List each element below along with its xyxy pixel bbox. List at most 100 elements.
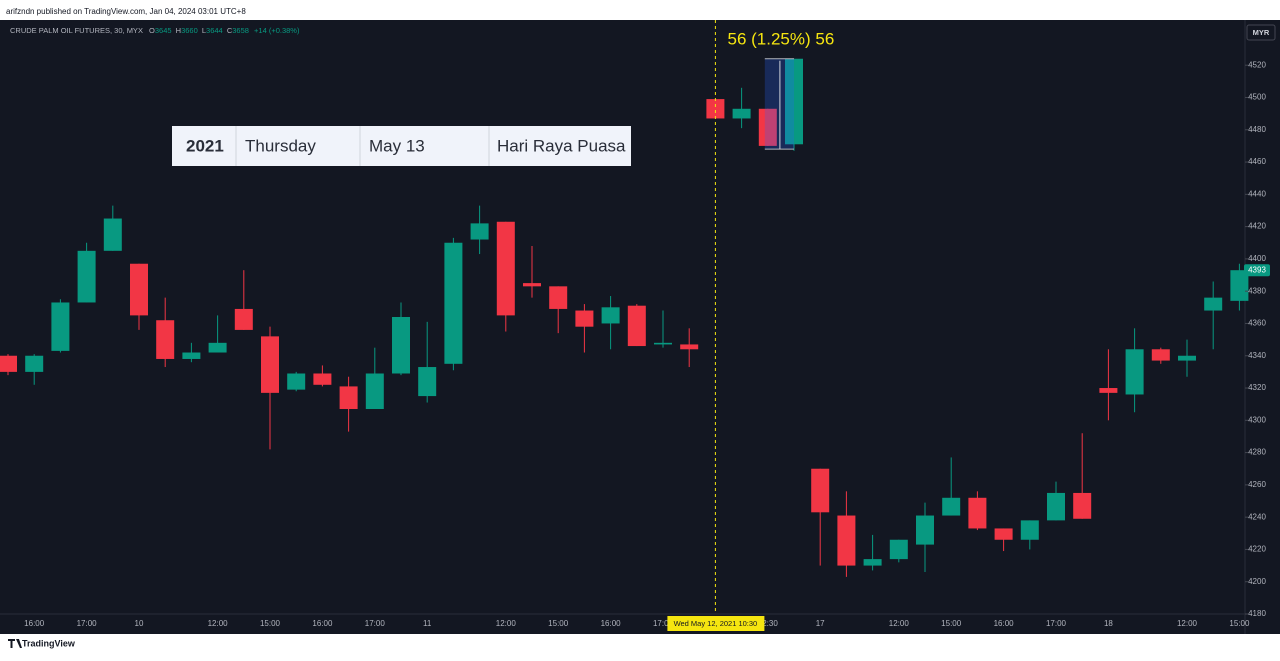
- y-tick-label: 4480: [1248, 125, 1266, 134]
- candle-body: [863, 559, 882, 566]
- last-price-box: [1244, 264, 1270, 277]
- x-tick-label: 15:00: [260, 619, 281, 628]
- table-bg: [172, 126, 631, 166]
- candle-body: [339, 386, 358, 410]
- candle-body: [1230, 270, 1249, 301]
- candle-body: [130, 263, 148, 316]
- y-tick-label: 4340: [1248, 351, 1266, 360]
- ohlc-key: L: [202, 26, 206, 35]
- cell: May 13: [369, 136, 425, 155]
- y-tick-label: 4380: [1248, 286, 1266, 295]
- x-tick-label: 12:00: [889, 619, 910, 628]
- candle-body: [1204, 297, 1223, 311]
- candle-body: [470, 223, 489, 240]
- candle-body: [51, 302, 70, 351]
- candle-body: [418, 367, 437, 397]
- candle-body: [287, 373, 306, 390]
- currency-button[interactable]: [1246, 24, 1276, 41]
- candle-body: [785, 58, 803, 145]
- candle-body: [0, 355, 17, 372]
- candle-body: [444, 242, 463, 364]
- x-tick-label: 16:00: [601, 619, 622, 628]
- x-tick-label: 10: [135, 619, 144, 628]
- x-tick-label: 17:00: [365, 619, 386, 628]
- candle-body: [208, 342, 227, 353]
- x-tick-label: 16:00: [312, 619, 333, 628]
- candle-body: [575, 310, 594, 327]
- y-tick-label: 4360: [1248, 319, 1266, 328]
- x-tick-label: 11: [423, 619, 432, 628]
- ohlc-key: O: [149, 26, 155, 35]
- price-axis-edge: [1246, 614, 1280, 634]
- candle-body: [156, 320, 175, 359]
- crosshair-label: Wed May 12, 2021 10:30: [674, 619, 758, 628]
- candle-body: [627, 305, 646, 347]
- cell: Hari Raya Puasa: [497, 136, 626, 155]
- symbol: CRUDE PALM OIL FUTURES, 30, MYX: [10, 26, 143, 35]
- x-tick-label: 18: [1104, 619, 1113, 628]
- candle-body: [496, 221, 515, 316]
- candle-body: [680, 344, 699, 350]
- y-tick-label: 4200: [1248, 577, 1266, 586]
- y-tick-label: 4220: [1248, 545, 1266, 554]
- y-tick-label: 4440: [1248, 189, 1266, 198]
- measure-label: 56 (1.25%) 56: [728, 29, 835, 48]
- y-tick-label: 4260: [1248, 480, 1266, 489]
- cell: Thursday: [245, 136, 316, 155]
- x-tick-label: 15:00: [1229, 619, 1250, 628]
- y-tick-label: 4240: [1248, 512, 1266, 521]
- candle-body: [1125, 349, 1144, 395]
- legend: CRUDE PALM OIL FUTURES, 30, MYX O3645 H3…: [10, 26, 300, 35]
- crosshair-label-box: [667, 616, 765, 631]
- candle-body: [837, 515, 856, 566]
- candle-body: [889, 539, 908, 560]
- x-tick-label: 17:00: [1046, 619, 1067, 628]
- candle-body: [182, 352, 201, 359]
- candle-body: [706, 99, 725, 119]
- candle-body: [732, 108, 751, 119]
- candle-body: [1151, 349, 1170, 361]
- y-tick-label: 4300: [1248, 415, 1266, 424]
- candle-body: [103, 218, 122, 251]
- candle-body: [968, 497, 987, 529]
- x-tick-label: 17: [816, 619, 825, 628]
- y-tick-label: 4400: [1248, 254, 1266, 263]
- x-tick-label: 16:00: [24, 619, 45, 628]
- x-tick-label: 12:00: [208, 619, 229, 628]
- currency[interactable]: MYR: [1253, 28, 1270, 37]
- axes: 4180 4200 4220 4240 4260 4280 4300 4320 4340 4360…: [24, 60, 1280, 634]
- candle-body: [523, 283, 541, 287]
- x-tick-label: 17:00: [77, 619, 98, 628]
- logo-icon: [8, 639, 22, 648]
- candle-body: [549, 286, 568, 309]
- x-tick-label: 12:30: [758, 619, 779, 628]
- logo: TradingView: [22, 638, 76, 648]
- candle-body: [392, 317, 410, 374]
- candle-body: [1099, 388, 1118, 393]
- candle-body: [916, 515, 934, 545]
- ohlc-key: C: [227, 26, 233, 35]
- x-tick-label: 17:00: [653, 619, 674, 628]
- y-tick-label: 4520: [1248, 60, 1266, 69]
- candle-body: [601, 307, 620, 324]
- y-tick-label: 4500: [1248, 93, 1266, 102]
- candle-body: [1047, 492, 1065, 521]
- ohlc-value: 3658: [232, 26, 249, 35]
- candle-body: [994, 528, 1013, 540]
- x-tick-label: 12:00: [496, 619, 517, 628]
- ohlc-key: H: [176, 26, 181, 35]
- ohlc-value: 3660: [181, 26, 198, 35]
- candle-body: [758, 108, 777, 146]
- candle-body: [942, 497, 961, 516]
- ohlc-value: 3645: [155, 26, 172, 35]
- candle-body: [1178, 355, 1196, 361]
- x-tick-label: 12:00: [1177, 619, 1198, 628]
- plot: 56 (1.25%) 56: [0, 20, 1249, 614]
- candle-body: [654, 342, 672, 345]
- last-price: 4393: [1248, 265, 1266, 274]
- candle-body: [1073, 492, 1092, 519]
- y-tick-label: 4420: [1248, 222, 1266, 231]
- overlay-table: 2021 Thursday May 13 Hari Raya Puasa: [172, 126, 631, 166]
